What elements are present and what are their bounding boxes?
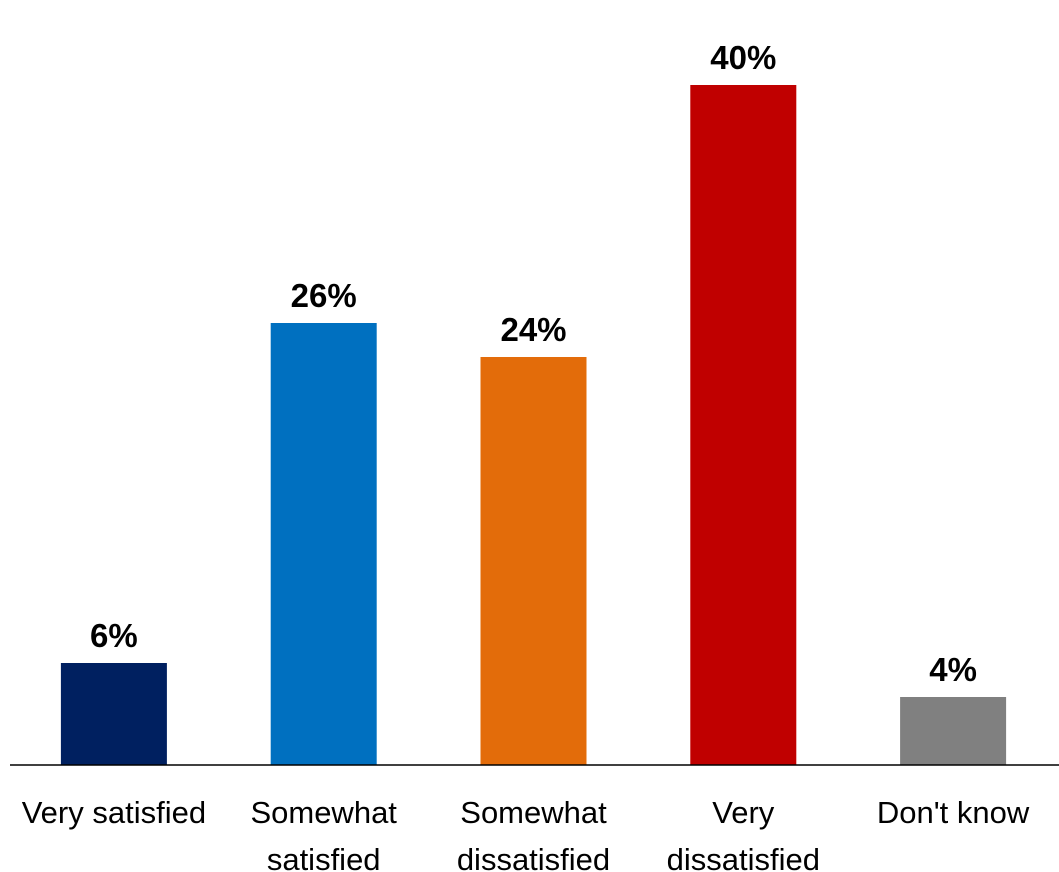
bar	[900, 697, 1007, 765]
category-labels-group: Very satisfied Somewhat satisfied Somewhat d…	[22, 795, 1030, 872]
x-tick-label-line: Very	[712, 795, 775, 830]
bars-group	[60, 85, 1007, 765]
x-tick-label: Somewhat dissatisfied	[457, 795, 610, 872]
data-label: 26%	[291, 277, 357, 314]
bar	[690, 85, 797, 765]
x-tick-label-line: Very satisfied	[22, 795, 206, 830]
bar	[270, 323, 377, 765]
data-label: 4%	[929, 651, 977, 688]
x-tick-label-line: satisfied	[267, 842, 381, 872]
x-tick-label: Somewhat satisfied	[250, 795, 397, 872]
bar	[60, 663, 167, 765]
x-tick-label-line: dissatisfied	[667, 842, 820, 872]
x-tick-label-line: dissatisfied	[457, 842, 610, 872]
data-label: 6%	[90, 617, 138, 654]
data-label: 24%	[500, 311, 566, 348]
x-tick-label-line: Somewhat	[250, 795, 397, 830]
x-tick-label: Very dissatisfied	[667, 795, 820, 872]
value-labels-group: 6% 26% 24% 40% 4%	[90, 39, 977, 688]
x-tick-label: Don't know	[877, 795, 1030, 830]
x-tick-label-line: Don't know	[877, 795, 1030, 830]
x-tick-label: Very satisfied	[22, 795, 206, 830]
data-label: 40%	[710, 39, 776, 76]
bar	[480, 357, 587, 765]
x-tick-label-line: Somewhat	[460, 795, 607, 830]
